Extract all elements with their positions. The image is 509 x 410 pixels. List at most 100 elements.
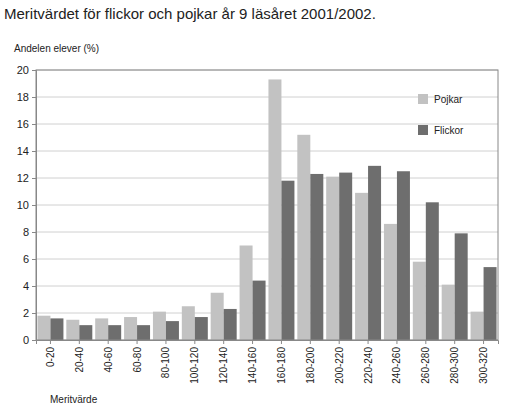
bar: [153, 312, 166, 340]
y-tick: 10: [17, 199, 36, 211]
bar: [79, 325, 92, 340]
chart: 024681012141618200-2020-4040-6060-8080-1…: [0, 0, 509, 410]
y-tick-label: 18: [17, 91, 29, 103]
bar: [484, 267, 497, 340]
y-axis-line: [32, 71, 37, 341]
bar: [326, 177, 339, 340]
y-axis-title: Andelen elever (%): [14, 43, 99, 54]
bars: [37, 79, 496, 340]
plot: 024681012141618200-2020-4040-6060-8080-1…: [17, 64, 499, 384]
y-tick: 0: [23, 334, 36, 346]
bar: [137, 325, 150, 340]
x-axis-title: Meritvärde: [50, 394, 98, 405]
y-tick-mark: [32, 313, 36, 314]
bar: [50, 318, 63, 340]
legend-swatch: [418, 125, 428, 135]
x-tick-mark: [79, 340, 80, 344]
bar: [124, 317, 137, 340]
x-tick: 0-20: [45, 340, 56, 367]
y-tick-mark: [32, 205, 36, 206]
x-tick-mark: [339, 340, 340, 344]
x-tick-label: 260-280: [420, 347, 431, 384]
bar: [224, 309, 237, 340]
bar: [108, 325, 121, 340]
x-tick-label: 140-160: [247, 347, 258, 384]
y-tick-label: 14: [17, 145, 29, 157]
title: Meritvärdet för flickor och pojkar år 9 …: [4, 5, 376, 22]
y-tick-mark: [32, 178, 36, 179]
y-tick-mark: [32, 286, 36, 287]
x-tick-mark: [50, 340, 51, 344]
bar: [355, 193, 368, 340]
y-tick: 16: [17, 118, 36, 130]
y-tick-label: 12: [17, 172, 29, 184]
y-tick-mark: [32, 124, 36, 125]
x-tick-mark: [165, 340, 166, 344]
x-tick-mark: [425, 340, 426, 344]
x-tick-label: 180-200: [305, 347, 316, 384]
y-tick: 12: [17, 172, 36, 184]
x-tick: 120-140: [218, 340, 229, 384]
y-tick-label: 10: [17, 199, 29, 211]
bar: [195, 317, 208, 340]
x-tick-label: 40-60: [103, 347, 114, 373]
legend-entry: Flickor: [418, 125, 464, 136]
y-tick-mark: [32, 259, 36, 260]
bar: [426, 202, 439, 340]
y-tick-mark: [32, 151, 36, 152]
grid-line: [36, 178, 498, 179]
x-tick-label: 0-20: [45, 347, 56, 367]
x-tick-label: 280-300: [449, 347, 460, 384]
x-tick: 80-100: [160, 340, 171, 378]
y-tick: 8: [23, 226, 36, 238]
x-tick-label: 100-120: [189, 347, 200, 384]
grid: [36, 70, 498, 340]
y-tick-label: 2: [23, 307, 29, 319]
x-tick-label: 240-260: [391, 347, 402, 384]
y-tick: 14: [17, 145, 36, 157]
y-tick: 4: [23, 280, 36, 292]
bar: [182, 306, 195, 340]
bar: [281, 181, 294, 340]
x-tick-mark: [483, 340, 484, 344]
y-tick-mark: [32, 97, 36, 98]
y-tick-label: 4: [23, 280, 29, 292]
x-tick-label: 120-140: [218, 347, 229, 384]
x-tick-mark: [194, 340, 195, 344]
x-tick: 100-120: [189, 340, 200, 384]
y-tick-label: 0: [23, 334, 29, 346]
bar: [442, 285, 455, 340]
x-tick: 300-320: [478, 340, 489, 384]
bar: [310, 174, 323, 340]
x-tick: 40-60: [103, 340, 114, 373]
legend: Pojkar Flickor: [418, 94, 464, 136]
x-tick: 200-220: [334, 340, 345, 384]
x-tick: 280-300: [449, 340, 460, 384]
y-tick-mark: [32, 232, 36, 233]
series: [37, 79, 483, 340]
legend-swatch: [418, 94, 428, 104]
bar: [268, 79, 281, 340]
legend-entry: Pojkar: [418, 94, 463, 105]
x-tick: 220-240: [363, 340, 374, 384]
y-tick-mark: [32, 70, 36, 71]
series: [50, 166, 496, 340]
x-tick: 20-40: [74, 340, 85, 373]
y-tick: 2: [23, 307, 36, 319]
bar: [253, 281, 266, 340]
bar: [240, 246, 253, 341]
grid-line: [36, 151, 498, 152]
x-tick-label: 20-40: [74, 347, 85, 373]
x-tick: 260-280: [420, 340, 431, 384]
x-tick-mark: [223, 340, 224, 344]
x-tick: 240-260: [391, 340, 402, 384]
bar: [368, 166, 381, 340]
bar: [455, 233, 468, 340]
x-tick-label: 300-320: [478, 347, 489, 384]
y-tick: 18: [17, 91, 36, 103]
y-tick-label: 8: [23, 226, 29, 238]
x-axis-line: [37, 341, 499, 345]
x-tick: 180-200: [305, 340, 316, 384]
bar: [66, 320, 79, 340]
y-tick-label: 20: [17, 64, 29, 76]
